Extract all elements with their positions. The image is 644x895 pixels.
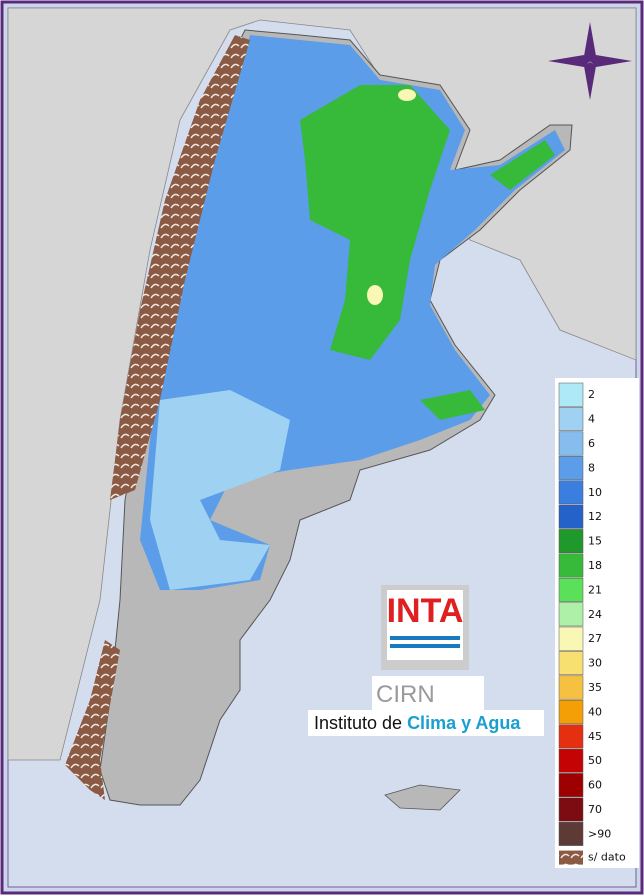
legend-label: 40 bbox=[588, 705, 602, 718]
legend-label: 10 bbox=[588, 486, 602, 499]
legend-swatch bbox=[558, 407, 584, 432]
legend-label: 12 bbox=[588, 510, 602, 523]
legend-swatch bbox=[558, 577, 584, 602]
precip-green bbox=[300, 85, 450, 360]
legend-swatch bbox=[558, 675, 584, 700]
legend-label: 60 bbox=[588, 779, 602, 792]
compass bbox=[548, 22, 632, 100]
no-data-area bbox=[65, 640, 120, 800]
precip-yellow bbox=[367, 285, 383, 305]
legend-label: 50 bbox=[588, 754, 602, 767]
precip-light bbox=[150, 390, 290, 590]
legend-label: 45 bbox=[588, 730, 602, 743]
legend-swatch bbox=[558, 626, 584, 651]
legend-swatch bbox=[558, 651, 584, 676]
inta-logo bbox=[387, 590, 463, 660]
malvinas bbox=[384, 784, 461, 811]
legend-label: 8 bbox=[588, 461, 595, 474]
legend-label: 2 bbox=[588, 388, 595, 401]
legend-label: 4 bbox=[588, 413, 595, 426]
legend-swatch bbox=[558, 821, 584, 846]
legend-label: 27 bbox=[588, 632, 602, 645]
legend-swatch bbox=[558, 480, 584, 505]
logo-stripe bbox=[390, 636, 460, 640]
legend-label: 70 bbox=[588, 803, 602, 816]
legend-label: 21 bbox=[588, 583, 602, 596]
legend-label: 18 bbox=[588, 559, 602, 572]
legend-swatch bbox=[559, 850, 583, 865]
legend-swatch bbox=[558, 748, 584, 773]
cirn-text: CIRN bbox=[376, 681, 435, 708]
cirn-logo bbox=[372, 676, 484, 710]
legend-label: 6 bbox=[588, 437, 595, 450]
institute-highlight: Clima y Agua bbox=[407, 713, 521, 733]
legend-swatch bbox=[558, 773, 584, 798]
legend-swatch bbox=[558, 602, 584, 627]
legend-swatch bbox=[558, 431, 584, 456]
legend-label: s/ dato bbox=[588, 851, 626, 864]
legend-label: >90 bbox=[588, 827, 611, 840]
legend-label: 35 bbox=[588, 681, 602, 694]
legend-swatch bbox=[558, 553, 584, 578]
legend-label: 15 bbox=[588, 535, 602, 548]
legend-label: 24 bbox=[588, 608, 602, 621]
precip-green-ba bbox=[420, 390, 485, 420]
legend-swatch bbox=[558, 504, 584, 529]
inta-text: INTA bbox=[387, 592, 464, 630]
legend-swatch bbox=[558, 382, 584, 407]
precip-green-ne bbox=[490, 140, 555, 190]
no-data-area bbox=[110, 35, 250, 500]
logo-stripe bbox=[390, 644, 460, 648]
institute-bg bbox=[308, 710, 544, 736]
legend-swatch bbox=[558, 724, 584, 749]
legend-swatch bbox=[558, 699, 584, 724]
legend-swatch bbox=[558, 797, 584, 822]
institute-name: Instituto de Clima y Agua bbox=[314, 713, 521, 733]
legend-swatch bbox=[558, 529, 584, 554]
institute-prefix: Instituto de bbox=[314, 713, 402, 733]
precip-yellow bbox=[398, 89, 416, 101]
legend-label: 30 bbox=[588, 657, 602, 670]
legend-swatch bbox=[558, 455, 584, 480]
